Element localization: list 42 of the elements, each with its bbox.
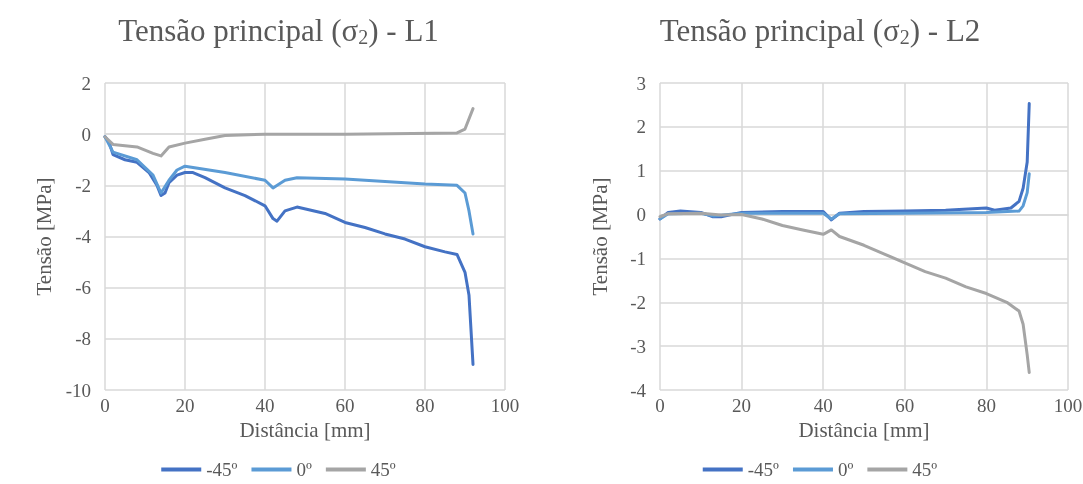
x-tick-label: 100: [1053, 395, 1083, 416]
x-tick-label: 60: [335, 395, 355, 416]
y-tick-label: -2: [75, 174, 91, 196]
legend-label: 45º: [370, 459, 396, 480]
y-tick-label: 0: [81, 123, 91, 145]
y-tick-label: -4: [75, 226, 92, 247]
x-tick-label: 40: [255, 395, 275, 416]
y-tick-label: -1: [630, 247, 646, 269]
x-tick-label: 80: [415, 395, 435, 416]
x-tick-label: 100: [490, 395, 520, 416]
line-series: [103, 135, 475, 236]
line-series: [103, 107, 475, 158]
legend-label: 45º: [912, 459, 938, 480]
y-axis-title: Tensão [MPa]: [587, 177, 612, 296]
legend-label: 0º: [837, 459, 854, 480]
x-tick-label: 60: [895, 395, 915, 416]
y-tick-label: -4: [630, 379, 647, 401]
y-tick-label: 0: [636, 204, 646, 226]
y-tick-label: -10: [65, 379, 91, 401]
y-axis-title: Tensão [MPa]: [32, 177, 57, 296]
y-tick-label: 1: [636, 160, 646, 182]
y-tick-label: -8: [75, 328, 91, 350]
y-tick-label: 2: [81, 72, 91, 94]
x-tick-label: 40: [813, 395, 833, 416]
legend-label: -45º: [747, 459, 780, 480]
y-tick-label: 2: [636, 116, 646, 138]
x-tick-label: 0: [100, 395, 110, 416]
x-axis-title: Distância [mm]: [239, 418, 371, 443]
y-tick-label: -3: [630, 335, 646, 357]
line-series: [658, 211, 1031, 374]
x-tick-label: 20: [175, 395, 195, 416]
x-tick-label: 80: [976, 395, 996, 416]
chart-title: Tensão principal (σ2) - L2: [659, 12, 981, 48]
legend-label: -45º: [206, 459, 238, 480]
y-tick-label: -6: [75, 277, 91, 299]
y-tick-label: 3: [636, 72, 646, 94]
legend-label: 0º: [296, 459, 312, 480]
chart-title: Tensão principal (σ2) - L1: [118, 12, 439, 48]
y-tick-label: -2: [630, 291, 646, 313]
x-tick-label: 0: [655, 395, 665, 416]
x-tick-label: 20: [732, 395, 752, 416]
x-axis-title: Distância [mm]: [798, 418, 930, 443]
